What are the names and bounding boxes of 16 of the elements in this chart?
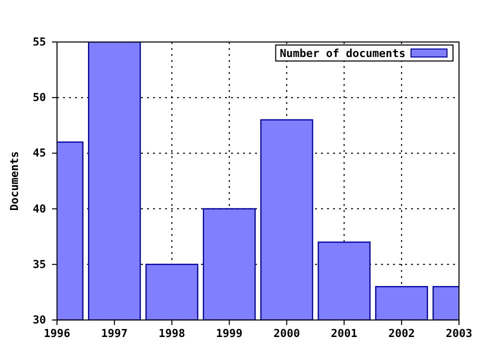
x-tick-label: 2003 <box>446 326 472 340</box>
y-tick-label: 30 <box>32 314 46 327</box>
x-tick-label: 2001 <box>330 326 358 340</box>
x-tick-label: 1999 <box>216 326 243 340</box>
x-tick-label: 1997 <box>101 326 128 340</box>
y-tick-label: 55 <box>32 36 46 49</box>
x-tick-label: 1998 <box>158 326 186 340</box>
x-tick-label: 1996 <box>44 326 71 340</box>
legend-label: Number of documents <box>280 47 406 60</box>
y-tick-label: 35 <box>32 258 46 271</box>
y-tick-label: 45 <box>32 146 46 160</box>
y-tick-label: 50 <box>32 91 46 104</box>
x-tick-label: 2000 <box>273 326 300 340</box>
y-tick-label: 40 <box>32 202 46 216</box>
x-tick-label: 2002 <box>388 326 415 340</box>
y-axis-title: Documents <box>8 151 21 211</box>
